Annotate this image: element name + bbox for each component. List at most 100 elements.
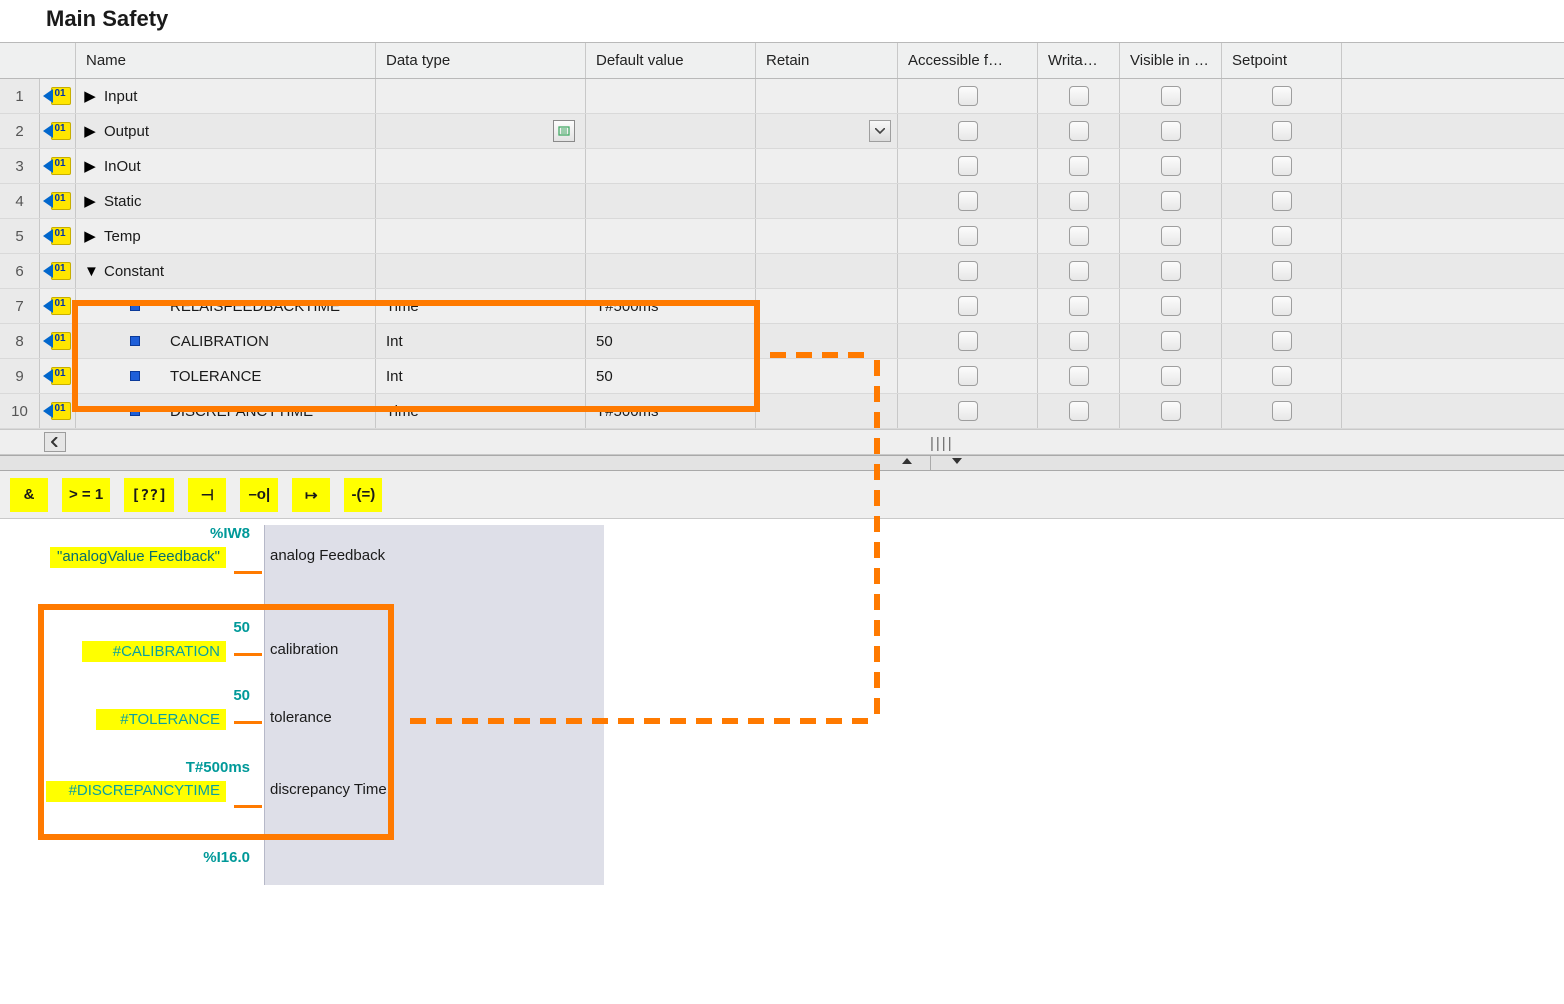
checkbox-icon[interactable] <box>1161 331 1181 351</box>
checkbox-icon[interactable] <box>1161 191 1181 211</box>
retain-cell[interactable] <box>756 219 898 253</box>
checkbox-icon[interactable] <box>958 331 978 351</box>
checkbox-icon[interactable] <box>1069 296 1089 316</box>
checkbox-icon[interactable] <box>1161 156 1181 176</box>
checkbox-icon[interactable] <box>1161 226 1181 246</box>
expand-icon[interactable]: ▶ <box>84 87 96 105</box>
default-cell[interactable] <box>586 114 756 148</box>
vis-checkbox-cell[interactable] <box>1120 219 1222 253</box>
checkbox-icon[interactable] <box>1161 86 1181 106</box>
name-cell[interactable]: RELAISFEEDBACKTIME <box>76 289 376 323</box>
tool-compare-button[interactable]: -(=) <box>344 478 382 512</box>
checkbox-icon[interactable] <box>1069 261 1089 281</box>
retain-cell[interactable] <box>756 184 898 218</box>
retain-cell[interactable] <box>756 79 898 113</box>
checkbox-icon[interactable] <box>1069 401 1089 421</box>
default-cell[interactable] <box>586 184 756 218</box>
expand-icon[interactable]: ▶ <box>84 157 96 175</box>
set-checkbox-cell[interactable] <box>1222 289 1342 323</box>
checkbox-icon[interactable] <box>1161 296 1181 316</box>
acc-checkbox-cell[interactable] <box>898 149 1038 183</box>
col-header-retain[interactable]: Retain <box>756 43 898 78</box>
checkbox-icon[interactable] <box>1272 331 1292 351</box>
type-cell[interactable] <box>376 219 586 253</box>
vis-checkbox-cell[interactable] <box>1120 324 1222 358</box>
checkbox-icon[interactable] <box>1272 366 1292 386</box>
table-row[interactable]: 301▶InOut <box>0 149 1564 184</box>
wri-checkbox-cell[interactable] <box>1038 149 1120 183</box>
name-cell[interactable]: ▶Output <box>76 114 376 148</box>
acc-checkbox-cell[interactable] <box>898 114 1038 148</box>
vis-checkbox-cell[interactable] <box>1120 149 1222 183</box>
acc-checkbox-cell[interactable] <box>898 324 1038 358</box>
retain-dropdown-button[interactable] <box>869 120 891 142</box>
wri-checkbox-cell[interactable] <box>1038 394 1120 428</box>
checkbox-icon[interactable] <box>1069 226 1089 246</box>
horizontal-scroll-strip[interactable]: |||| <box>0 429 1564 455</box>
set-checkbox-cell[interactable] <box>1222 394 1342 428</box>
set-checkbox-cell[interactable] <box>1222 79 1342 113</box>
tool-branch-button[interactable]: ↦ <box>292 478 330 512</box>
checkbox-icon[interactable] <box>1161 401 1181 421</box>
vis-checkbox-cell[interactable] <box>1120 184 1222 218</box>
checkbox-icon[interactable] <box>958 191 978 211</box>
type-cell[interactable] <box>376 114 586 148</box>
name-cell[interactable]: ▶Temp <box>76 219 376 253</box>
checkbox-icon[interactable] <box>1069 156 1089 176</box>
col-header-default[interactable]: Default value <box>586 43 756 78</box>
acc-checkbox-cell[interactable] <box>898 79 1038 113</box>
type-cell[interactable] <box>376 254 586 288</box>
checkbox-icon[interactable] <box>958 296 978 316</box>
io2-tag[interactable]: #TOLERANCE <box>96 709 226 730</box>
set-checkbox-cell[interactable] <box>1222 324 1342 358</box>
splitter-up-icon[interactable] <box>902 458 912 464</box>
acc-checkbox-cell[interactable] <box>898 219 1038 253</box>
name-cell[interactable]: ▶Static <box>76 184 376 218</box>
tool-ge1-button[interactable]: > = 1 <box>62 478 110 512</box>
retain-cell[interactable] <box>756 149 898 183</box>
vis-checkbox-cell[interactable] <box>1120 394 1222 428</box>
retain-cell[interactable] <box>756 289 898 323</box>
vis-checkbox-cell[interactable] <box>1120 79 1222 113</box>
name-cell[interactable]: ▼Constant <box>76 254 376 288</box>
type-cell[interactable]: Int <box>376 324 586 358</box>
table-row[interactable]: 901TOLERANCEInt50 <box>0 359 1564 394</box>
tool-and-button[interactable]: & <box>10 478 48 512</box>
vis-checkbox-cell[interactable] <box>1120 289 1222 323</box>
table-row[interactable]: 201▶Output <box>0 114 1564 149</box>
retain-cell[interactable] <box>756 254 898 288</box>
col-header-name[interactable]: Name <box>76 43 376 78</box>
table-row[interactable]: 601▼Constant <box>0 254 1564 289</box>
checkbox-icon[interactable] <box>1272 191 1292 211</box>
col-header-writable[interactable]: Writa… <box>1038 43 1120 78</box>
checkbox-icon[interactable] <box>1161 121 1181 141</box>
col-header-visible[interactable]: Visible in … <box>1120 43 1222 78</box>
type-cell[interactable] <box>376 149 586 183</box>
wri-checkbox-cell[interactable] <box>1038 79 1120 113</box>
table-row[interactable]: 401▶Static <box>0 184 1564 219</box>
name-cell[interactable]: TOLERANCE <box>76 359 376 393</box>
acc-checkbox-cell[interactable] <box>898 394 1038 428</box>
checkbox-icon[interactable] <box>1161 366 1181 386</box>
expand-icon[interactable]: ▼ <box>84 263 96 280</box>
splitter-bar[interactable] <box>0 455 1564 471</box>
default-cell[interactable] <box>586 149 756 183</box>
io1-tag[interactable]: #CALIBRATION <box>82 641 226 662</box>
set-checkbox-cell[interactable] <box>1222 219 1342 253</box>
io0-tag[interactable]: "analogValue Feedback" <box>50 547 226 568</box>
type-cell[interactable]: Int <box>376 359 586 393</box>
set-checkbox-cell[interactable] <box>1222 184 1342 218</box>
name-cell[interactable]: ▶InOut <box>76 149 376 183</box>
splitter-down-icon[interactable] <box>952 458 962 464</box>
type-cell[interactable]: Time <box>376 289 586 323</box>
table-row[interactable]: 701RELAISFEEDBACKTIMETimeT#500ms <box>0 289 1564 324</box>
checkbox-icon[interactable] <box>1161 261 1181 281</box>
vis-checkbox-cell[interactable] <box>1120 254 1222 288</box>
default-cell[interactable]: T#500ms <box>586 394 756 428</box>
default-cell[interactable]: 50 <box>586 324 756 358</box>
checkbox-icon[interactable] <box>958 261 978 281</box>
type-cell[interactable] <box>376 79 586 113</box>
checkbox-icon[interactable] <box>1272 261 1292 281</box>
set-checkbox-cell[interactable] <box>1222 149 1342 183</box>
col-header-type[interactable]: Data type <box>376 43 586 78</box>
